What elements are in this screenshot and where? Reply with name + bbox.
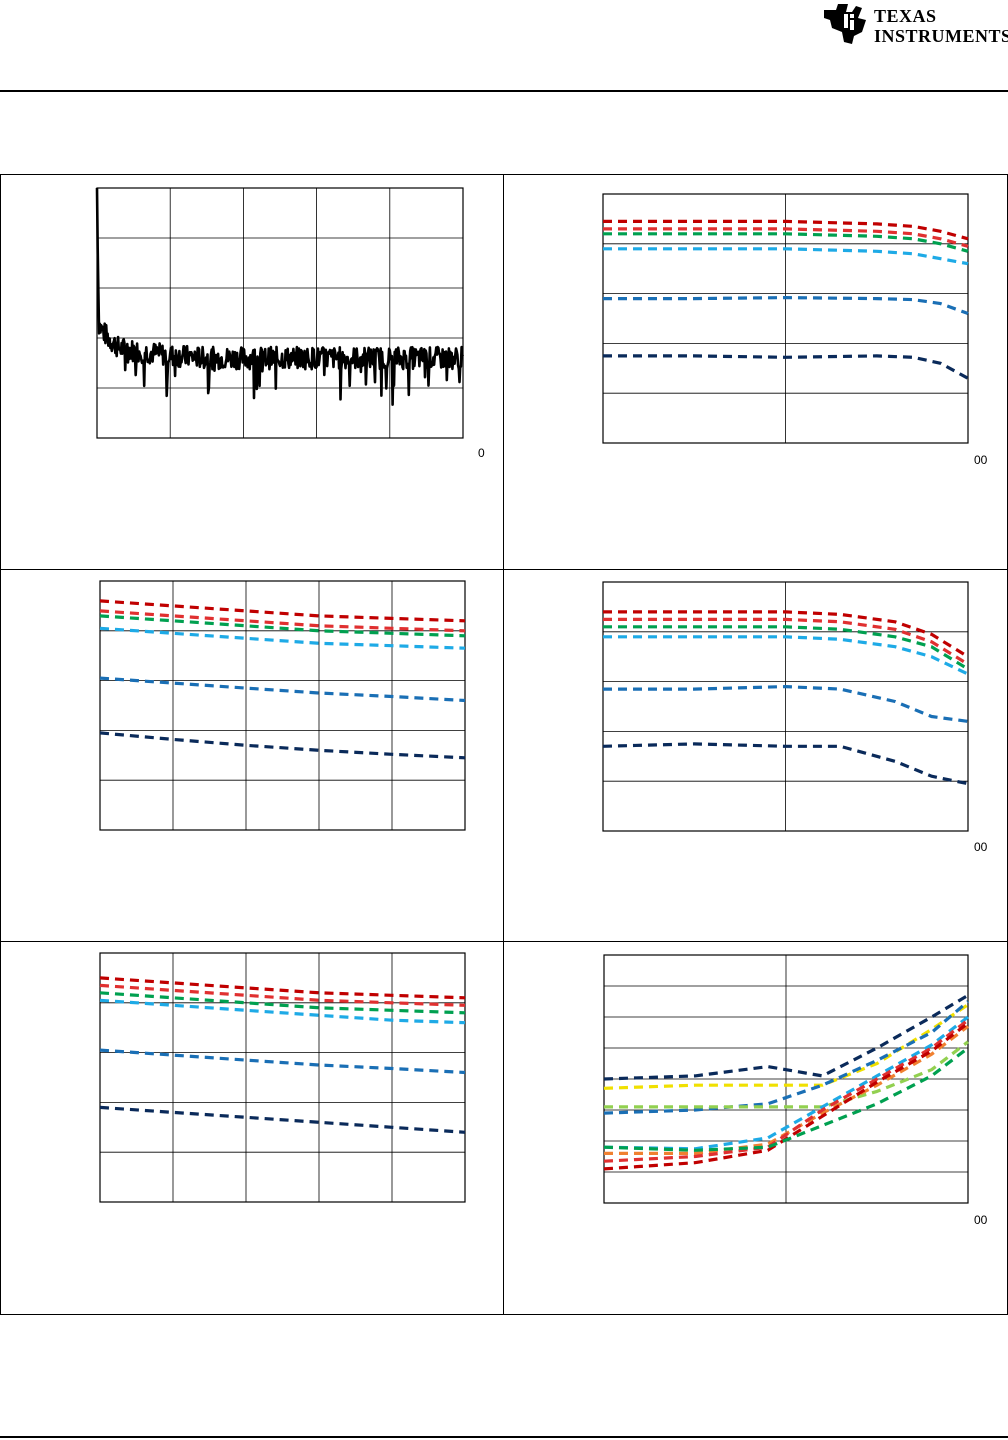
series-line-4	[603, 635, 969, 676]
plot-frame	[96, 187, 464, 439]
ti-logo-icon	[824, 4, 866, 44]
series-line-5	[603, 684, 969, 723]
chart-5	[99, 952, 466, 1203]
brand-logo: TEXAS INSTRUMENTS	[822, 2, 1008, 48]
series-line-2	[99, 983, 466, 1007]
series-line-3	[99, 991, 466, 1015]
series-line-6	[602, 742, 969, 786]
plot-frame	[99, 580, 466, 831]
series-line-2	[603, 617, 969, 666]
series-line-5	[99, 1048, 466, 1075]
chart-2: 00	[602, 193, 988, 467]
chart-4: 00	[602, 581, 988, 854]
plot-frame	[99, 952, 466, 1203]
series-line-3	[99, 614, 466, 638]
series-line-4	[99, 998, 466, 1025]
series-line-2	[603, 227, 969, 248]
series-line-1	[603, 993, 969, 1081]
chart-panel-6	[503, 941, 1008, 1315]
series-line-2	[603, 1003, 969, 1090]
x-tick-label: 00	[974, 453, 988, 467]
series-line-6	[603, 354, 969, 380]
x-tick-label: 0	[478, 446, 485, 460]
series-line-4	[99, 626, 466, 650]
series-line-6	[99, 731, 466, 760]
series-line-7	[603, 1018, 969, 1163]
series-line-5	[99, 676, 466, 703]
chart-1: 0	[95, 187, 485, 460]
series-line-1	[95, 187, 465, 406]
series-line-1	[99, 599, 466, 623]
series-line-8	[603, 1021, 969, 1171]
chart-panel-1	[0, 174, 504, 570]
brand-line1: TEXAS	[874, 6, 937, 26]
plot-frame	[602, 581, 969, 832]
series-line-1	[99, 976, 466, 1000]
footer-rule	[0, 1436, 1008, 1438]
series-line-1	[603, 610, 969, 659]
brand-line2: INSTRUMENTS	[874, 26, 1008, 46]
chart-6: 00	[603, 954, 988, 1227]
x-tick-label: 00	[974, 1213, 988, 1227]
header-rule	[0, 90, 1008, 92]
series-line-5	[603, 296, 969, 316]
x-tick-label: 00	[974, 840, 988, 854]
series-line-1	[603, 219, 969, 241]
chart-3	[99, 580, 466, 831]
series-line-3	[603, 232, 969, 253]
series-line-2	[99, 609, 466, 633]
series-line-3	[603, 1000, 970, 1115]
series-line-9	[603, 1046, 969, 1152]
series-line-6	[99, 1105, 466, 1134]
series-line-4	[603, 247, 969, 266]
plot-frame	[602, 193, 969, 444]
series-line-3	[603, 625, 969, 671]
series-line-6	[604, 1025, 969, 1156]
